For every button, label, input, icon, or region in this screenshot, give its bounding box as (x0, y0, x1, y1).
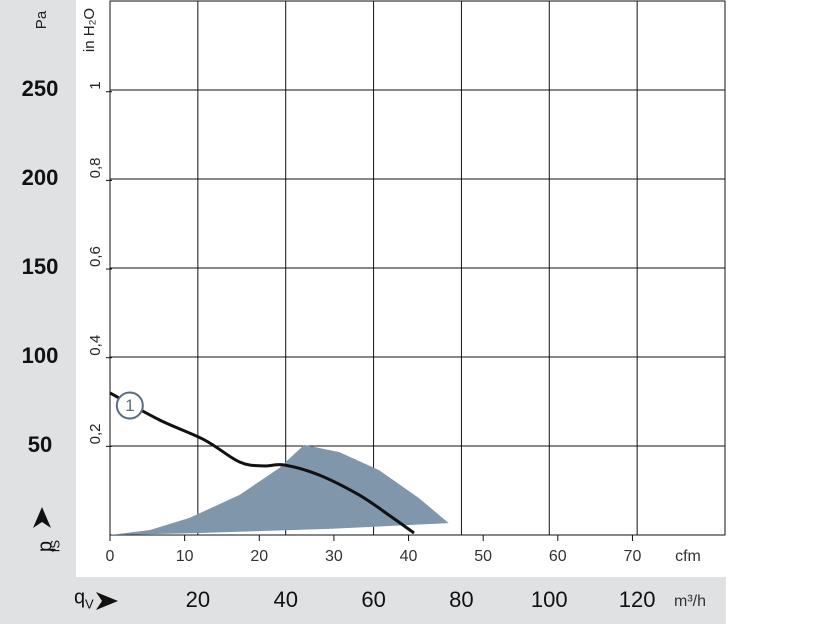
x2-tick-label: 20 (250, 548, 268, 565)
x-tick-label: 100 (531, 587, 568, 612)
y2-tick-label: 1 (87, 81, 104, 89)
x-tick-label: 20 (186, 587, 210, 612)
y2-tick-label: 0,8 (87, 158, 104, 179)
x-tick-label: 120 (619, 587, 656, 612)
x-tick-label: 80 (449, 587, 473, 612)
y-tick-label: 50 (28, 432, 52, 457)
x2-label: cfm (675, 548, 701, 565)
x2-tick-label: 60 (549, 548, 567, 565)
y2-tick-label: 0,2 (87, 423, 104, 444)
curve-label: 1 (125, 396, 134, 415)
y-tick-label: 100 (22, 343, 59, 368)
x-arrow (96, 592, 118, 610)
y-symbol: p (34, 541, 56, 552)
y2-tick-label: 0,6 (87, 246, 104, 267)
y2-label: in H₂O (81, 8, 98, 52)
bottom-band (0, 577, 726, 624)
x-symbol: q (74, 586, 85, 608)
x-tick-label: 60 (361, 587, 385, 612)
curve (109, 391, 415, 535)
y-arrow (33, 507, 51, 528)
operating-area (110, 444, 449, 535)
y-label: Pa (33, 10, 50, 29)
y2-tick-label: 0,4 (87, 335, 104, 356)
y-tick-label: 150 (22, 254, 59, 279)
x2-tick-label: 10 (176, 548, 194, 565)
y-subscript: fS (47, 540, 62, 553)
x-label: m³/h (674, 593, 706, 610)
x2-tick-label: 70 (624, 548, 642, 565)
y-tick-label: 250 (22, 76, 59, 101)
x2-tick-label: 40 (400, 548, 418, 565)
x2-tick-label: 30 (325, 548, 343, 565)
x-tick-label: 40 (273, 587, 297, 612)
x2-tick-label: 0 (106, 548, 115, 565)
x-subscript: V (85, 596, 94, 611)
x2-tick-label: 50 (474, 548, 492, 565)
curve-label-circle (115, 391, 144, 420)
y-tick-label: 200 (22, 165, 59, 190)
